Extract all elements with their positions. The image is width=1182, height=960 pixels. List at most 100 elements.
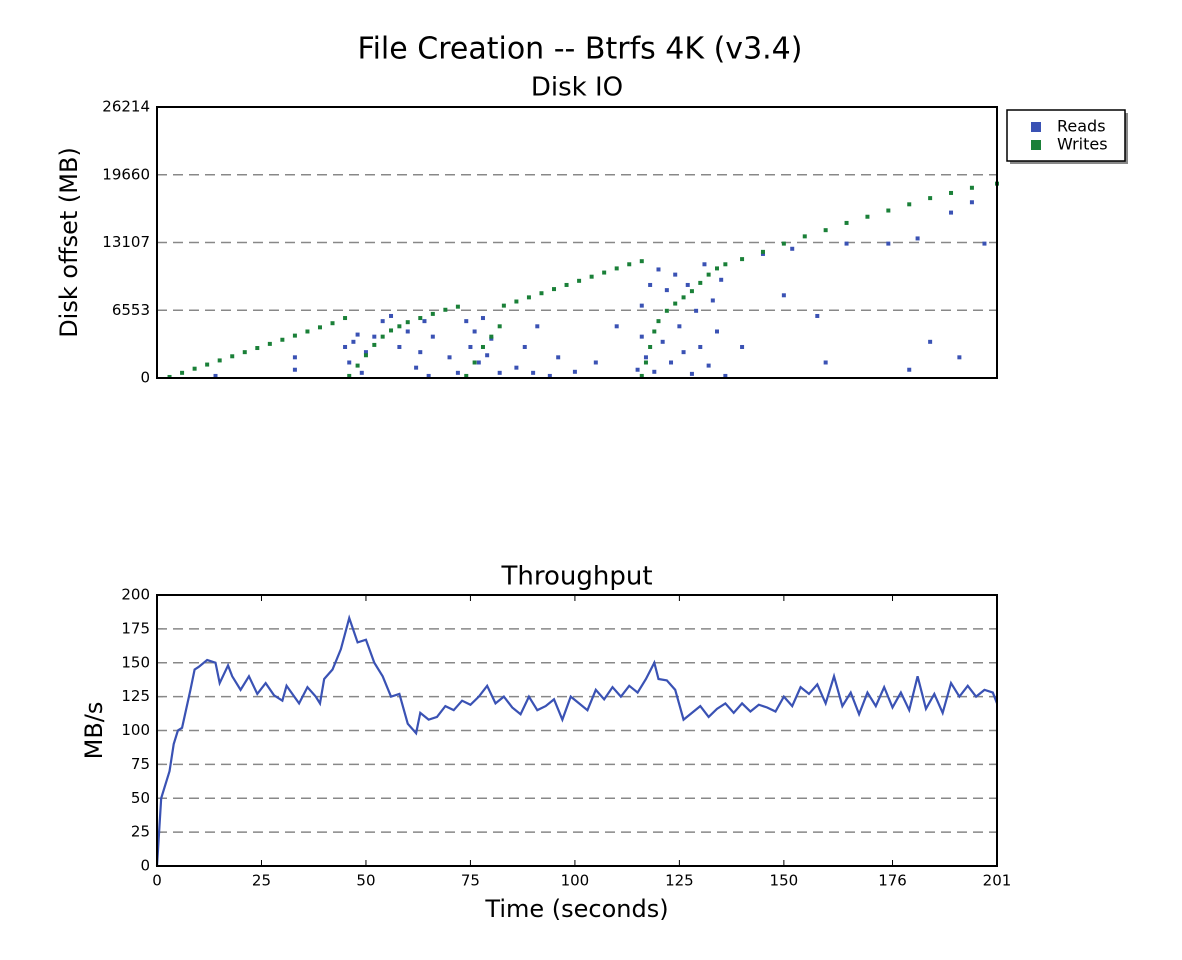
point (790, 246, 795, 251)
point (969, 185, 974, 190)
point (664, 288, 669, 293)
point (468, 344, 473, 349)
point (685, 282, 690, 287)
point (652, 369, 657, 374)
legend-label: Reads (1057, 117, 1106, 136)
y-tick-label: 125 (121, 687, 150, 705)
y-tick-label: 50 (131, 789, 150, 807)
point (489, 336, 494, 341)
point (602, 270, 607, 275)
point (455, 370, 460, 375)
y-tick-label: 200 (121, 586, 150, 604)
point (464, 373, 469, 378)
point (355, 332, 360, 337)
point (192, 366, 197, 371)
point (389, 328, 394, 333)
point (949, 190, 954, 195)
point (572, 369, 577, 374)
point (639, 334, 644, 339)
point (501, 303, 506, 308)
x-axis-label: Time (seconds) (484, 895, 668, 923)
point (347, 373, 352, 378)
chart-title: Throughput (500, 562, 652, 592)
point (710, 298, 715, 303)
point (430, 311, 435, 316)
point (167, 374, 172, 379)
point (447, 355, 452, 360)
x-tick-label: 176 (878, 872, 907, 890)
point (781, 293, 786, 298)
point (355, 363, 360, 368)
point (539, 291, 544, 296)
point (397, 344, 402, 349)
y-tick-label: 26214 (102, 98, 150, 116)
point (480, 344, 485, 349)
point (660, 339, 665, 344)
point (865, 214, 870, 219)
point (949, 210, 954, 215)
y-tick-label: 150 (121, 653, 150, 671)
point (476, 360, 481, 365)
point (380, 334, 385, 339)
point (915, 236, 920, 241)
legend-marker (1031, 122, 1041, 132)
point (907, 367, 912, 372)
chart-title: Disk IO (531, 73, 623, 103)
point (455, 304, 460, 309)
point (418, 350, 423, 355)
point (673, 272, 678, 277)
point (886, 208, 891, 213)
point (627, 262, 632, 267)
point (648, 344, 653, 349)
point (844, 220, 849, 225)
point (522, 344, 527, 349)
point (531, 370, 536, 375)
point (719, 277, 724, 282)
point (656, 267, 661, 272)
point (639, 373, 644, 378)
point (526, 295, 531, 300)
point (280, 337, 285, 342)
point (652, 329, 657, 334)
point (430, 334, 435, 339)
point (472, 360, 477, 365)
figure-title: File Creation -- Btrfs 4K (v3.4) (358, 32, 803, 67)
point (689, 371, 694, 376)
point (614, 266, 619, 271)
point (802, 234, 807, 239)
point (547, 373, 552, 378)
point (982, 241, 987, 246)
point (823, 360, 828, 365)
point (564, 282, 569, 287)
x-tick-label: 201 (983, 872, 1012, 890)
y-tick-label: 19660 (102, 165, 150, 183)
point (740, 257, 745, 262)
point (389, 313, 394, 318)
y-tick-label: 13107 (102, 233, 150, 251)
point (648, 282, 653, 287)
point (347, 360, 352, 365)
point (886, 241, 891, 246)
point (643, 355, 648, 360)
point (405, 329, 410, 334)
point (426, 373, 431, 378)
point (292, 333, 297, 338)
point (418, 316, 423, 321)
point (514, 299, 519, 304)
point (589, 274, 594, 279)
point (781, 241, 786, 246)
axes-frame (156, 594, 998, 867)
point (414, 365, 419, 370)
point (330, 321, 335, 326)
point (230, 354, 235, 359)
point (664, 308, 669, 313)
point (614, 324, 619, 329)
point (669, 360, 674, 365)
point (351, 339, 356, 344)
y-tick-label: 175 (121, 619, 150, 637)
y-tick-label: 100 (121, 721, 150, 739)
point (639, 303, 644, 308)
x-tick-label: 25 (252, 872, 271, 890)
point (723, 373, 728, 378)
